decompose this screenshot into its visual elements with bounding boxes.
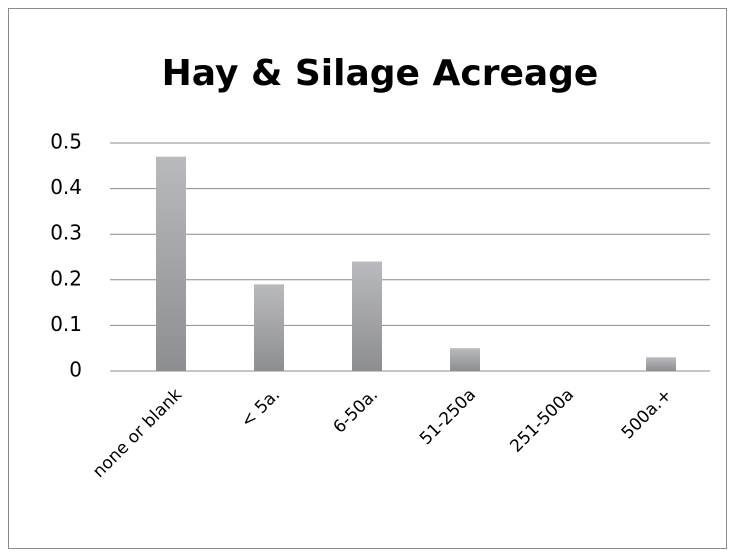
y-tick-label: 0.5: [50, 130, 82, 154]
bar: [450, 348, 480, 371]
bar: [352, 261, 382, 371]
y-tick-label: 0.1: [50, 312, 82, 336]
bar: [156, 156, 186, 371]
chart-title: Hay & Silage Acreage: [162, 53, 599, 94]
y-tick-label: 0.3: [50, 221, 82, 245]
y-tick-label: 0.4: [50, 175, 82, 199]
y-tick-label: 0: [69, 358, 82, 382]
bar: [254, 284, 284, 371]
bar: [646, 357, 676, 371]
y-tick-label: 0.2: [50, 266, 82, 290]
